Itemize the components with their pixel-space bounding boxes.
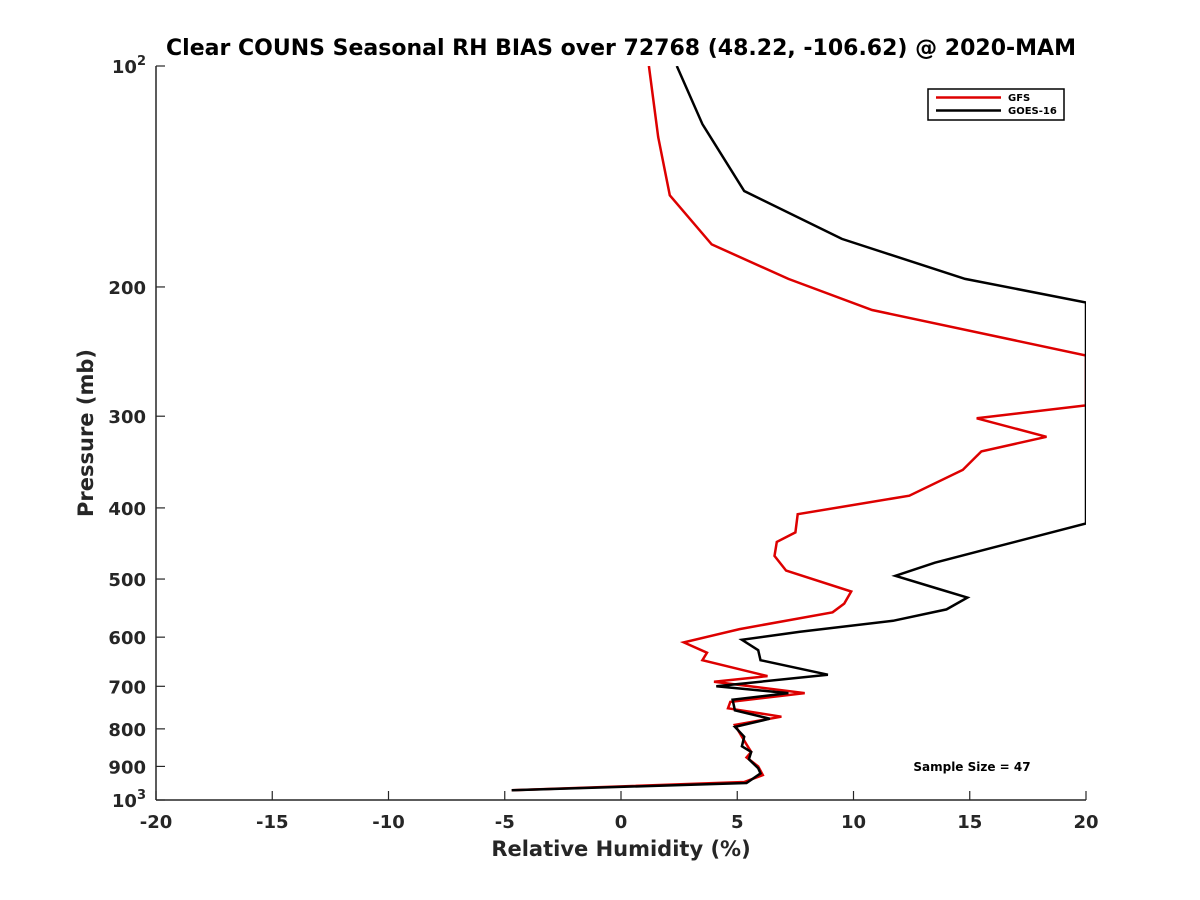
y-tick-label-5: 600 xyxy=(108,628,146,649)
x-axis-ticks: -20 -15 -10 -5 0 5 10 15 20 xyxy=(140,791,1099,833)
legend-box xyxy=(927,88,1065,121)
x-tick-label-5: 5 xyxy=(731,812,744,833)
series-line-goes-16 xyxy=(511,66,1086,792)
y-tick-label-3: 400 xyxy=(108,499,146,520)
chart-title: Clear COUNS Seasonal RH BIAS over 72768 … xyxy=(166,36,1076,61)
y-tick-label-0: 102 xyxy=(112,54,146,78)
legend-label-gfs: GFS xyxy=(1008,93,1030,104)
y-tick-label-4: 500 xyxy=(108,570,146,591)
x-axis-label: Relative Humidity (%) xyxy=(491,837,750,861)
y-tick-label-2: 300 xyxy=(108,407,146,428)
sample-size-annotation: Sample Size = 47 xyxy=(913,760,1030,774)
y-axis-label: Pressure (mb) xyxy=(74,349,98,517)
x-tick-label-4: 0 xyxy=(615,812,628,833)
y-tick-label-1: 200 xyxy=(108,278,146,299)
x-tick-label-0: -20 xyxy=(140,812,173,833)
x-tick-label-8: 20 xyxy=(1073,812,1098,833)
legend: GFS GOES-16 xyxy=(927,88,1065,121)
y-tick-label-9: 103 xyxy=(112,788,146,812)
y-tick-label-6: 700 xyxy=(108,677,146,698)
series-layer xyxy=(511,66,1086,792)
x-tick-label-3: -5 xyxy=(495,812,515,833)
x-tick-label-1: -15 xyxy=(256,812,289,833)
x-tick-label-2: -10 xyxy=(372,812,405,833)
y-axis-ticks: 102 200 300 400 500 600 700 800 900 103 xyxy=(108,54,165,812)
series-line-gfs xyxy=(511,66,1086,792)
x-tick-label-6: 10 xyxy=(841,812,866,833)
y-tick-label-8: 900 xyxy=(108,757,146,778)
y-tick-label-7: 800 xyxy=(108,720,146,741)
x-tick-label-7: 15 xyxy=(957,812,982,833)
legend-label-goes16: GOES-16 xyxy=(1008,106,1057,117)
